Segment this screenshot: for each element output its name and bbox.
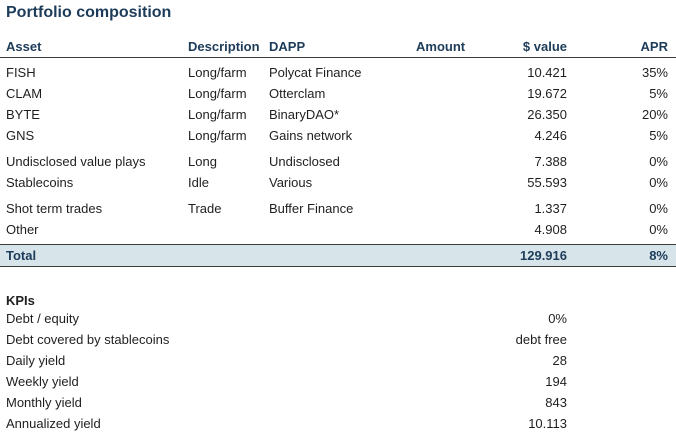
kpi-row: Annualized yield 10.113 (0, 413, 676, 434)
cell-value: 55.593 (527, 175, 567, 190)
cell-description: Long/farm (188, 107, 247, 122)
table-row: Stablecoins Idle Various 55.593 0% (0, 172, 676, 193)
cell-asset: Other (6, 222, 39, 237)
cell-description: Long/farm (188, 65, 247, 80)
kpi-label: Annualized yield (6, 416, 101, 431)
cell-asset: Stablecoins (6, 175, 74, 190)
header-value: $ value (522, 39, 567, 54)
cell-apr: 0% (649, 222, 668, 237)
kpi-value: debt free (515, 332, 567, 347)
cell-description: Idle (188, 175, 209, 190)
cell-apr: 0% (649, 175, 668, 190)
cell-asset: GNS (6, 128, 35, 143)
cell-description: Long (188, 154, 217, 169)
cell-value: 7.388 (534, 154, 567, 169)
cell-asset: BYTE (6, 107, 40, 122)
cell-asset: Shot term trades (6, 201, 103, 216)
kpi-row: Debt covered by stablecoins debt free (0, 329, 676, 350)
total-row: Total 129.916 8% (0, 244, 676, 267)
table-row: CLAM Long/farm Otterclam 19.672 5% (0, 83, 676, 104)
cell-description: Trade (188, 201, 222, 216)
kpi-label: Monthly yield (6, 395, 82, 410)
kpi-label: Debt covered by stablecoins (6, 332, 170, 347)
kpi-value: 843 (545, 395, 567, 410)
table-header: Asset Description DAPP Amount $ value AP… (0, 36, 676, 58)
cell-dapp: Various (269, 175, 313, 190)
cell-description: Long/farm (188, 128, 247, 143)
kpi-value: 28 (552, 353, 567, 368)
kpi-label: Weekly yield (6, 374, 79, 389)
kpi-row: Debt / equity 0% (0, 308, 676, 329)
table-row: Shot term trades Trade Buffer Finance 1.… (0, 198, 676, 219)
cell-value: 4.246 (534, 128, 567, 143)
cell-value: 4.908 (534, 222, 567, 237)
kpis-title: KPIs (6, 293, 35, 308)
table-row: FISH Long/farm Polycat Finance 10.421 35… (0, 62, 676, 83)
cell-value: 10.421 (527, 65, 567, 80)
cell-value: 26.350 (527, 107, 567, 122)
cell-dapp: BinaryDAO* (269, 107, 340, 122)
cell-value: 1.337 (534, 201, 567, 216)
kpi-value: 10.113 (528, 416, 567, 431)
kpi-label: Daily yield (6, 353, 66, 368)
kpi-value: 0% (548, 311, 567, 326)
table-row: BYTE Long/farm BinaryDAO* 26.350 20% (0, 104, 676, 125)
cell-asset: CLAM (6, 86, 43, 101)
cell-dapp: Gains network (269, 128, 353, 143)
header-asset: Asset (6, 39, 42, 54)
kpi-row: Monthly yield 843 (0, 392, 676, 413)
cell-apr: 5% (649, 86, 668, 101)
cell-dapp: Polycat Finance (269, 65, 362, 80)
table-row: Other 4.908 0% (0, 219, 676, 240)
cell-apr: 0% (649, 154, 668, 169)
cell-dapp: Otterclam (269, 86, 326, 101)
cell-apr: 20% (641, 107, 668, 122)
page-title: Portfolio composition (6, 4, 172, 21)
cell-apr: 5% (649, 128, 668, 143)
cell-asset: Undisclosed value plays (6, 154, 146, 169)
header-dapp: DAPP (269, 39, 306, 54)
cell-dapp: Undisclosed (269, 154, 340, 169)
header-amount: Amount (416, 39, 466, 54)
kpi-value: 194 (545, 374, 567, 389)
cell-description: Long/farm (188, 86, 247, 101)
cell-apr: 0% (649, 201, 668, 216)
header-apr: APR (640, 39, 668, 54)
total-value: 129.916 (520, 248, 567, 263)
kpi-row: Daily yield 28 (0, 350, 676, 371)
cell-asset: FISH (6, 65, 36, 80)
table-row: GNS Long/farm Gains network 4.246 5% (0, 125, 676, 146)
total-label: Total (6, 248, 37, 263)
cell-value: 19.672 (527, 86, 567, 101)
cell-apr: 35% (641, 65, 668, 80)
table-row: Undisclosed value plays Long Undisclosed… (0, 151, 676, 172)
kpi-row: Weekly yield 194 (0, 371, 676, 392)
header-description: Description (188, 39, 260, 54)
cell-dapp: Buffer Finance (269, 201, 354, 216)
total-apr: 8% (649, 248, 668, 263)
kpi-label: Debt / equity (6, 311, 79, 326)
